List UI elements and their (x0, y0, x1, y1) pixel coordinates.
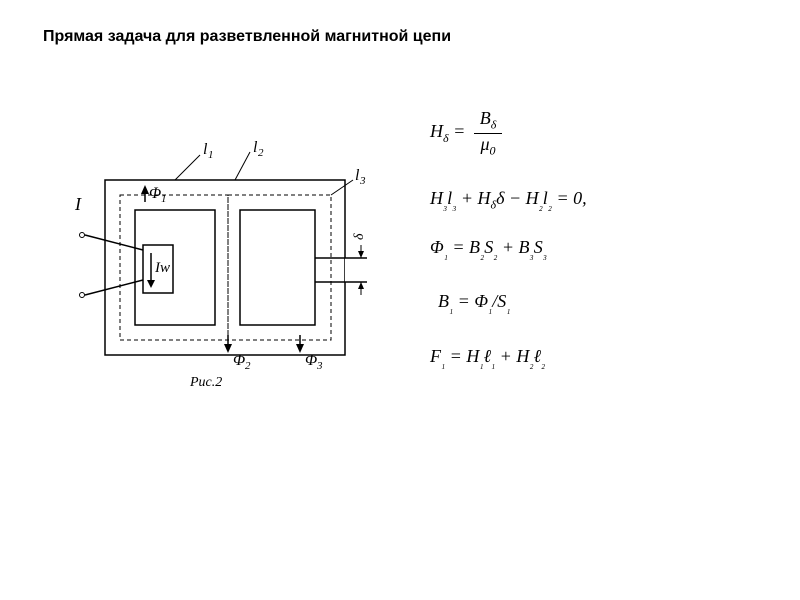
equation-1: Hδ = Bδ μ0 (430, 108, 750, 158)
equation-3: Φ₁ = B₂S₂ + B₃S₃ (430, 237, 750, 262)
right-window (240, 210, 315, 325)
l1-leader (175, 155, 200, 180)
outer-core (105, 180, 345, 355)
phi2-sub: 2 (245, 360, 251, 372)
equation-2: H₃l₃ + Hδδ − H₂l₂ = 0, (430, 188, 750, 213)
eq2-line: H₃l₃ + Hδδ − H₂l₂ = 0, (430, 188, 587, 213)
flux-path-left (120, 195, 228, 340)
phi2-arrowhead (224, 344, 232, 353)
l1-sub: 1 (208, 149, 214, 161)
l2-sub: 2 (258, 147, 264, 159)
eq5-line: F₁ = H₁ℓ₁ + H₂ℓ₂ (430, 346, 545, 371)
equations: Hδ = Bδ μ0 H₃l₃ + Hδδ − H₂l₂ = 0, Φ₁ = B… (430, 108, 750, 395)
eq1-den-sub: 0 (490, 143, 496, 157)
eq1-num: B (480, 108, 491, 128)
phi1-sub: 1 (161, 193, 167, 205)
gap-mask (345, 258, 367, 282)
eq3-line: Φ₁ = B₂S₂ + B₃S₃ (430, 237, 547, 262)
l2-leader (235, 152, 250, 180)
gap-arrowhead-top (358, 251, 364, 258)
eq1-fraction: Bδ μ0 (474, 108, 503, 158)
phi3-sub: 3 (316, 360, 323, 372)
l3-leader (331, 180, 353, 195)
equation-5: F₁ = H₁ℓ₁ + H₂ℓ₂ (430, 346, 750, 371)
terminal-top (80, 233, 85, 238)
phi3-arrowhead (296, 344, 304, 353)
page-title: Прямая задача для разветвленной магнитно… (43, 28, 451, 46)
eq1-lhs: H (430, 121, 443, 141)
phi1-label: Φ (149, 185, 161, 202)
I-label: I (74, 194, 82, 214)
delta-label: δ (352, 233, 367, 240)
eq4-line: B₁ = Φ₁/S₁ (438, 291, 510, 316)
phi1-arrowhead (141, 185, 149, 194)
gap-arrowhead-bot (358, 282, 364, 289)
diagram-caption: Рис.2 (190, 375, 222, 391)
eq1-num-sub: δ (491, 118, 497, 132)
phi3-label: Φ (305, 352, 317, 369)
eq1-den: μ (481, 134, 490, 154)
terminal-bottom (80, 293, 85, 298)
eq1-equals: = (453, 121, 470, 141)
eq1-lhs-sub: δ (443, 131, 449, 145)
circuit-svg: l 1 l 2 l 3 I Iw Φ 1 Φ 2 Φ 3 δ (55, 140, 375, 400)
phi2-label: Φ (233, 352, 245, 369)
magnetic-circuit-diagram: l 1 l 2 l 3 I Iw Φ 1 Φ 2 Φ 3 δ Рис.2 (55, 140, 375, 420)
Iw-label: Iw (154, 260, 170, 276)
equation-4: B₁ = Φ₁/S₁ (438, 291, 750, 316)
l3-sub: 3 (359, 175, 366, 187)
